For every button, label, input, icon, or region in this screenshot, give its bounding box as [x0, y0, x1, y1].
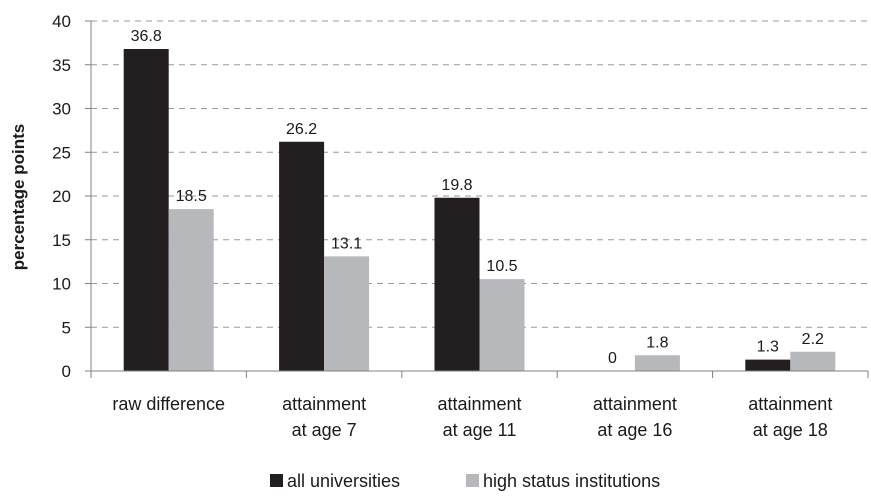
y-tick-label: 35 [52, 56, 71, 75]
y-tick-label: 40 [52, 12, 71, 31]
y-tick-label: 10 [52, 275, 71, 294]
data-label: 1.8 [646, 334, 668, 351]
x-tick-label: raw difference [112, 394, 225, 414]
y-tick-label: 30 [52, 100, 71, 119]
legend: all universities high status institutions [270, 471, 660, 491]
y-axis-title: percentage points [9, 124, 28, 270]
data-label: 1.3 [757, 339, 779, 356]
data-label: 26.2 [286, 121, 317, 138]
y-tick-label: 25 [52, 143, 71, 162]
x-tick-label: attainment [282, 394, 366, 414]
data-label: 19.8 [441, 177, 472, 194]
bars [123, 49, 836, 371]
bar [434, 197, 480, 371]
data-label: 0 [608, 350, 617, 367]
y-tick-label: 15 [52, 231, 71, 250]
y-tick-label: 20 [52, 187, 71, 206]
legend-swatch [270, 474, 283, 487]
x-tick-label: attainment [748, 394, 832, 414]
legend-label: all universities [287, 471, 400, 491]
data-labels: 36.8 18.5 26.2 13.1 19.8 10.5 0 1.8 1.3 2.2 [131, 28, 824, 367]
data-label: 10.5 [486, 258, 517, 275]
x-tick-label: at age 11 [443, 420, 517, 440]
data-label: 36.8 [131, 28, 162, 45]
data-label: 13.1 [331, 235, 362, 252]
x-axis-labels: raw difference attainment at age 7 attainme… [112, 394, 832, 440]
y-tick-label: 0 [62, 362, 71, 381]
x-tick-label: attainment [593, 394, 677, 414]
data-label: 2.2 [802, 331, 824, 348]
bar [168, 209, 214, 371]
bar [745, 359, 791, 371]
bar [479, 279, 525, 371]
axes [90, 21, 869, 378]
bar [279, 141, 325, 371]
x-tick-label: at age 7 [292, 420, 357, 440]
y-tick-label: 5 [62, 318, 71, 337]
bar [634, 355, 680, 371]
data-label: 18.5 [176, 188, 207, 205]
bar [123, 49, 169, 371]
x-tick-label: at age 16 [597, 420, 672, 440]
bar [790, 351, 836, 371]
y-axis-ticks: 0 5 10 15 20 25 30 35 40 [52, 12, 91, 381]
legend-label: high status institutions [483, 471, 660, 491]
x-tick-label: attainment [437, 394, 521, 414]
bar [324, 256, 370, 371]
legend-swatch [466, 474, 479, 487]
x-tick-label: at age 18 [753, 420, 828, 440]
